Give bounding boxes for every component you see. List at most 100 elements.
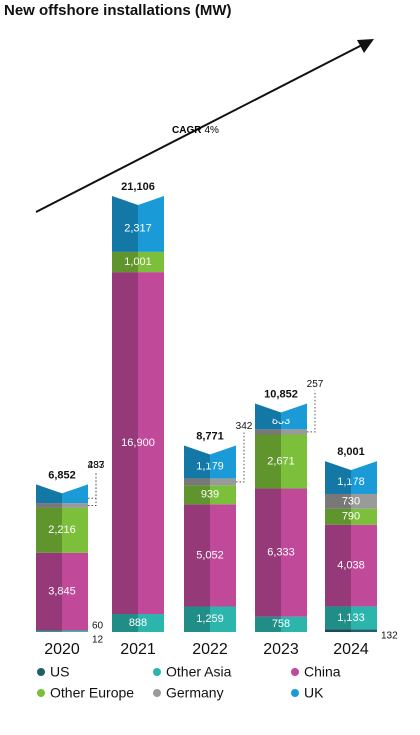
- bar-segment: [184, 485, 236, 505]
- cagr-annotation: CAGR 4%: [172, 125, 219, 136]
- bar-segment: [255, 429, 307, 435]
- legend-swatch: [153, 689, 161, 697]
- data-label: 939: [201, 489, 219, 501]
- legend-swatch: [37, 668, 45, 676]
- cagr-value: 4%: [204, 125, 219, 136]
- bar-segment: [36, 552, 88, 631]
- bar-shade: [325, 493, 351, 509]
- bar-shade: [112, 205, 138, 252]
- data-label: 4,038: [337, 559, 365, 571]
- bar-segment: [325, 524, 377, 607]
- data-label: 132: [381, 631, 398, 642]
- data-label: 1,001: [124, 256, 152, 268]
- bar-shade: [184, 485, 210, 505]
- bar-shade: [36, 552, 62, 631]
- legend-label: China: [304, 664, 341, 680]
- cagr-label: CAGR: [172, 125, 202, 136]
- bar-segment: [112, 614, 164, 632]
- bar-segment: [184, 454, 236, 479]
- bar-shade: [325, 629, 351, 632]
- bar-segment: [255, 434, 307, 489]
- bar-segment: [325, 508, 377, 525]
- data-label: 342: [236, 421, 253, 432]
- data-label: 12: [92, 635, 104, 646]
- data-label: 1,178: [337, 476, 365, 488]
- data-label: 2,216: [48, 524, 76, 536]
- data-label: 730: [342, 495, 360, 507]
- bar-shade: [184, 504, 210, 607]
- bar-shade: [255, 434, 281, 489]
- leader-line: [236, 432, 245, 483]
- bar-shade: [36, 493, 62, 504]
- leader-line: [88, 471, 97, 499]
- legend-swatch: [291, 689, 299, 697]
- data-label: 758: [272, 618, 290, 630]
- x-tick-label: 2022: [192, 641, 228, 658]
- bar-cap: [255, 403, 307, 422]
- bar-shade: [325, 524, 351, 607]
- legend-label: Other Asia: [166, 664, 232, 680]
- legend-label: Germany: [166, 685, 224, 701]
- legend-swatch: [291, 668, 299, 676]
- bar-shade: [112, 251, 138, 273]
- bar-cap-shade: [255, 403, 281, 422]
- data-label: 2,671: [267, 455, 295, 467]
- bar-shade: [36, 507, 62, 553]
- bar-segment: [36, 507, 88, 553]
- data-label: 60: [92, 621, 104, 632]
- bar-cap-shade: [325, 461, 351, 480]
- bar-shade: [112, 614, 138, 632]
- legend-swatch: [153, 668, 161, 676]
- bar-segment: [36, 630, 88, 632]
- data-label: 1,179: [196, 460, 224, 472]
- arrow-head: [357, 39, 374, 53]
- x-tick-label: 2024: [333, 641, 369, 658]
- data-label: 2,317: [124, 222, 152, 234]
- bar-segment: [325, 606, 377, 630]
- data-label: 3,845: [48, 586, 76, 598]
- bar-shade: [184, 478, 210, 486]
- x-tick-label: 2021: [120, 641, 156, 658]
- bar-shade: [255, 488, 281, 617]
- chart-title: New offshore installations (MW): [4, 2, 232, 19]
- bar-cap-shade: [184, 445, 210, 464]
- data-label: 1,259: [196, 613, 224, 625]
- total-label: 8,001: [337, 446, 365, 458]
- data-label: 483: [88, 460, 105, 471]
- bar-segment: [184, 478, 236, 486]
- bar-segment: [184, 606, 236, 632]
- bar-segment: [325, 629, 377, 632]
- bar-cap: [36, 484, 88, 503]
- trend-arrow: [35, 44, 363, 213]
- bar-cap-shade: [112, 196, 138, 214]
- data-label: 257: [307, 379, 324, 390]
- total-label: 21,106: [121, 181, 155, 193]
- bar-segment: [112, 272, 164, 615]
- bar-shade: [325, 606, 351, 630]
- bar-shade: [325, 508, 351, 525]
- data-label: 16,900: [121, 437, 155, 449]
- data-label: 1,133: [337, 612, 365, 624]
- total-label: 8,771: [196, 430, 224, 442]
- bar-segment: [325, 470, 377, 494]
- legend-label: UK: [304, 685, 324, 701]
- bar-shade: [112, 272, 138, 615]
- bar-cap-shade: [36, 484, 62, 503]
- bar-cap: [112, 196, 164, 214]
- legend-label: Other Europe: [50, 685, 134, 701]
- total-label: 10,852: [264, 388, 298, 400]
- bar-shade: [36, 503, 62, 508]
- bar-shade: [184, 606, 210, 632]
- bar-segment: [184, 504, 236, 607]
- x-tick-label: 2023: [263, 641, 299, 658]
- legend-swatch: [37, 689, 45, 697]
- bar-segment: [36, 503, 88, 508]
- bar-segment: [325, 493, 377, 509]
- bar-shade: [255, 616, 281, 632]
- data-label: 790: [342, 511, 360, 523]
- bar-segment: [255, 488, 307, 617]
- legend-label: US: [50, 664, 69, 680]
- bar-shade: [36, 630, 62, 632]
- bar-shade: [255, 429, 281, 435]
